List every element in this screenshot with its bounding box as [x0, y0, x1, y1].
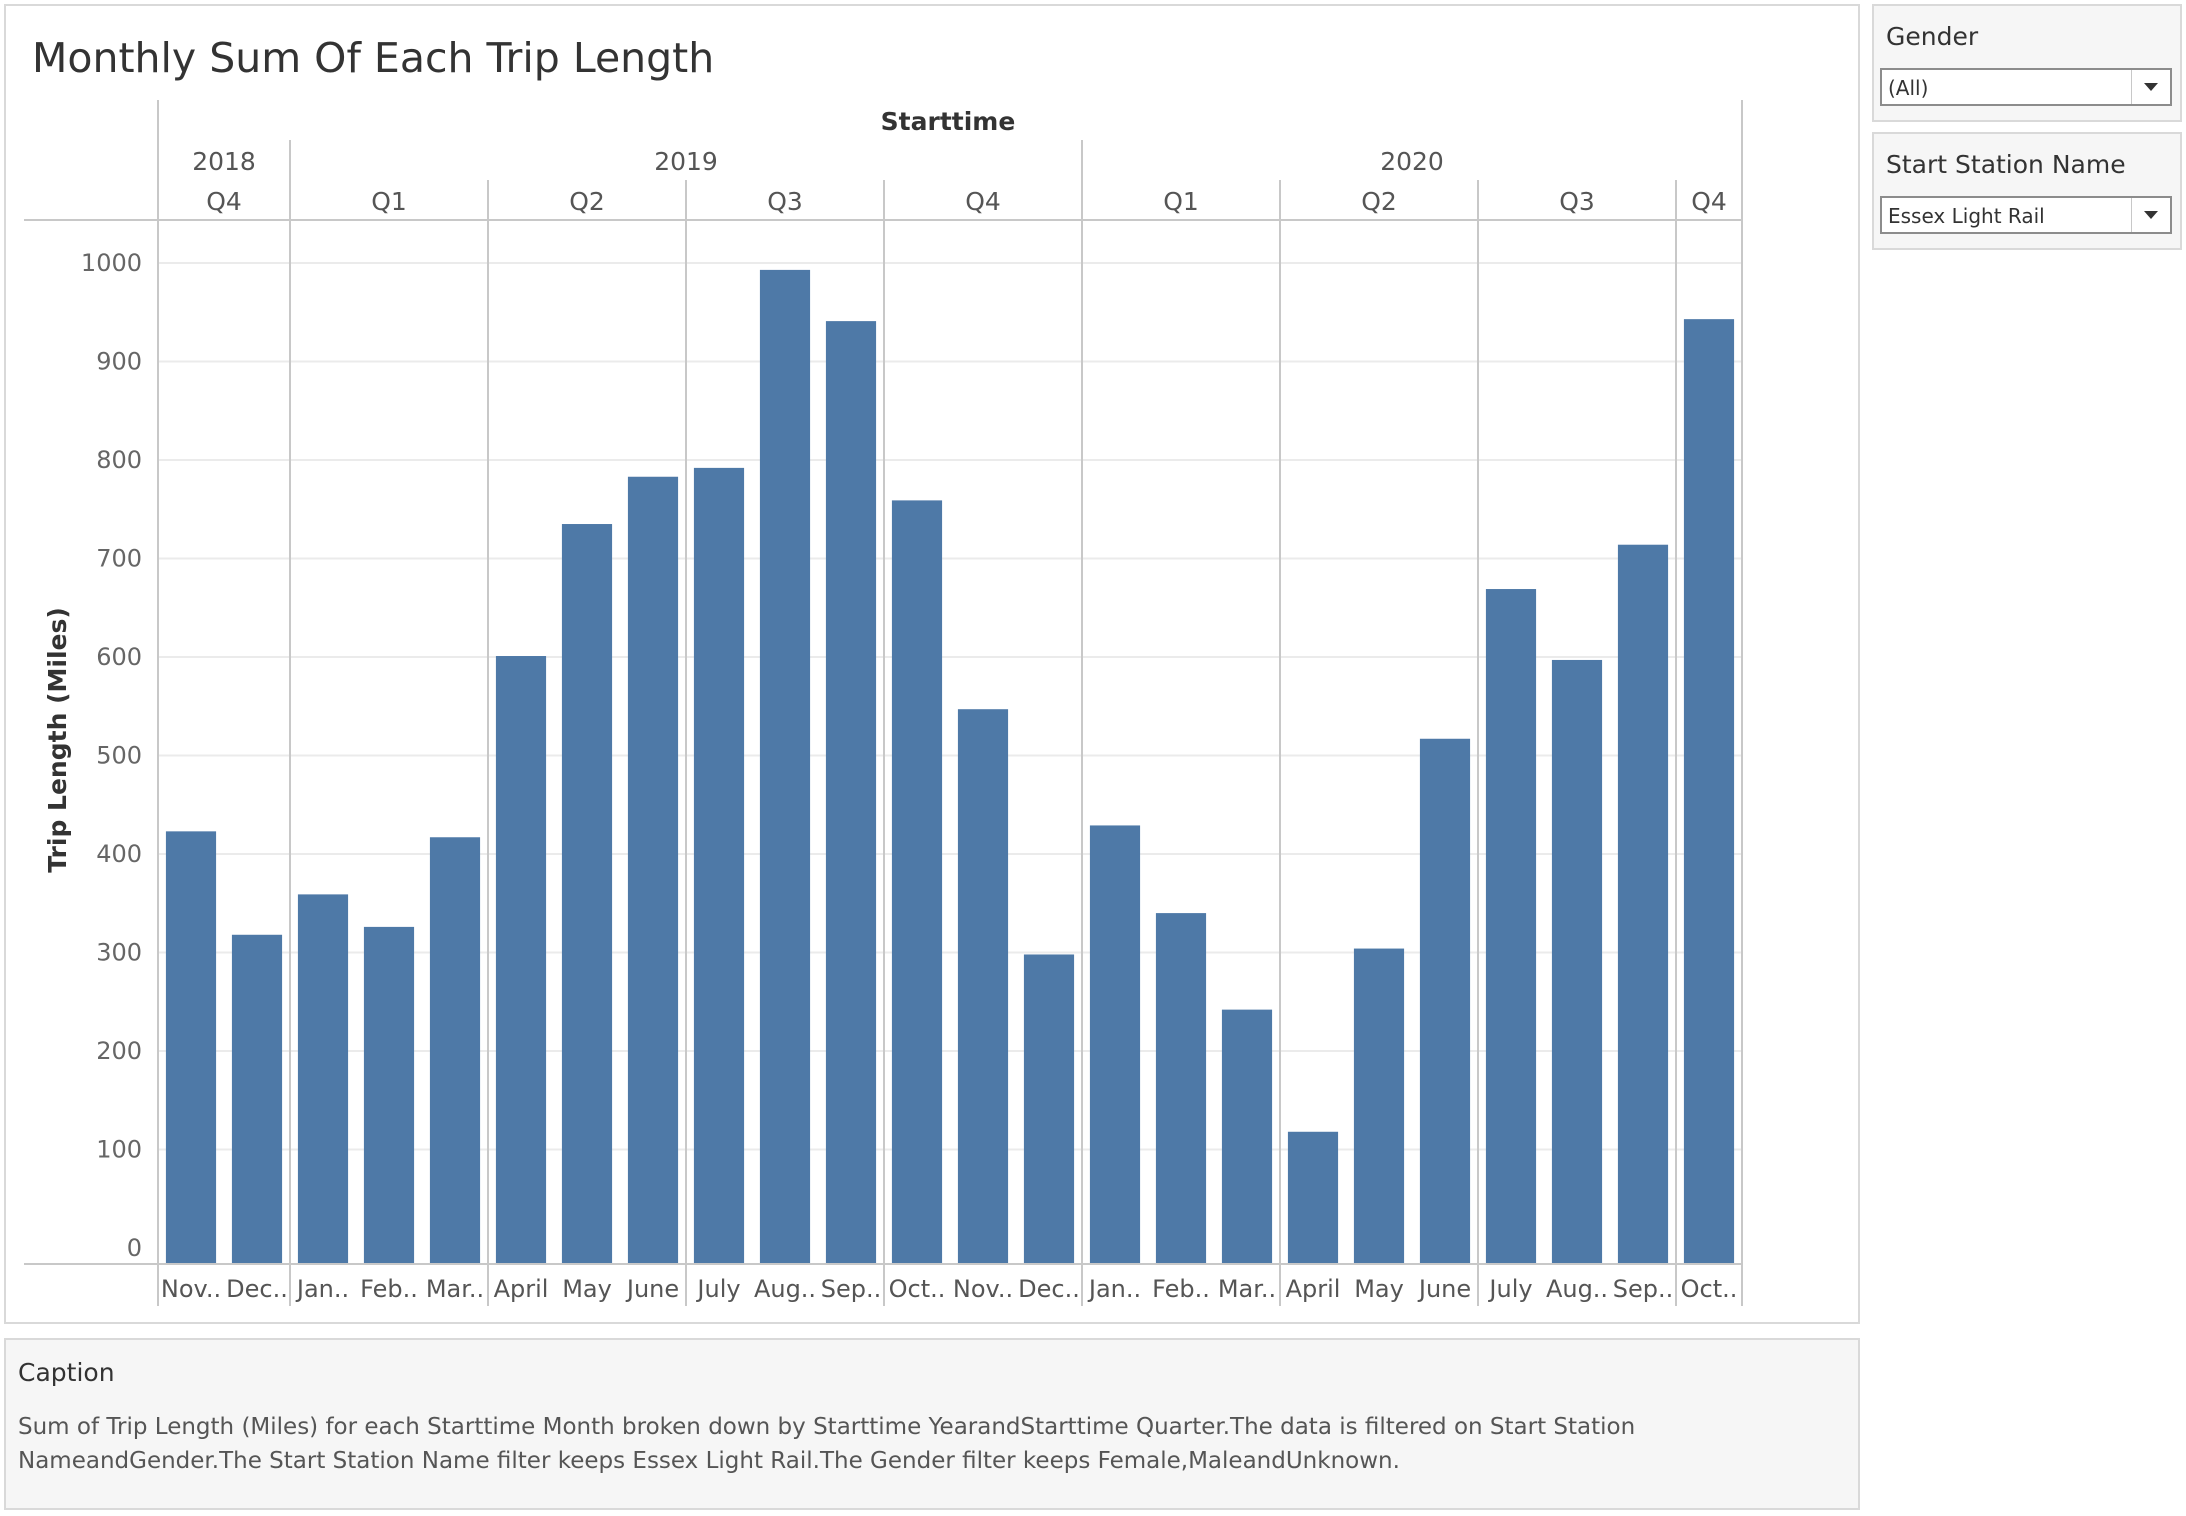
- y-tick-label: 400: [96, 840, 142, 868]
- y-tick-label: 100: [96, 1136, 142, 1164]
- station-filter-title: Start Station Name: [1886, 150, 2126, 179]
- bar: [1485, 589, 1537, 1264]
- gender-filter: Gender (All): [1872, 4, 2182, 122]
- station-dropdown[interactable]: Essex Light Rail: [1880, 196, 2172, 234]
- gender-dropdown[interactable]: (All): [1880, 68, 2172, 106]
- y-tick-label: 500: [96, 742, 142, 770]
- bar: [825, 321, 877, 1264]
- year-label: 2018: [192, 147, 256, 176]
- x-category-label: Nov..: [953, 1275, 1013, 1303]
- x-category-label: Sep..: [821, 1275, 882, 1303]
- x-category-label: June: [1417, 1275, 1471, 1303]
- y-tick-label: 800: [96, 446, 142, 474]
- quarter-label: Q4: [965, 187, 1001, 216]
- x-category-label: Dec..: [1018, 1275, 1080, 1303]
- quarter-label: Q1: [1163, 187, 1199, 216]
- x-category-label: Aug..: [1546, 1275, 1608, 1303]
- x-category-label: Mar..: [1218, 1275, 1276, 1303]
- y-tick-label: 200: [96, 1037, 142, 1065]
- gender-dropdown-value: (All): [1888, 76, 1929, 100]
- y-tick-label: 0: [127, 1234, 142, 1262]
- x-category-label: Nov..: [161, 1275, 221, 1303]
- quarter-label: Q1: [371, 187, 407, 216]
- x-category-label: Mar..: [426, 1275, 484, 1303]
- caption-title: Caption: [18, 1358, 115, 1387]
- x-category-label: Oct..: [889, 1275, 946, 1303]
- bar: [1089, 825, 1141, 1264]
- station-dropdown-value: Essex Light Rail: [1888, 204, 2045, 228]
- quarter-label: Q4: [206, 187, 242, 216]
- quarter-label: Q4: [1691, 187, 1727, 216]
- year-label: 2020: [1380, 147, 1444, 176]
- bar: [1155, 913, 1207, 1264]
- bar: [1551, 659, 1603, 1264]
- quarter-label: Q3: [1559, 187, 1595, 216]
- bar: [627, 476, 679, 1264]
- x-category-label: Jan..: [295, 1275, 349, 1303]
- x-category-label: April: [1286, 1275, 1341, 1303]
- x-category-label: July: [695, 1275, 740, 1303]
- quarter-label: Q3: [767, 187, 803, 216]
- bar: [1683, 319, 1735, 1264]
- quarter-label: Q2: [569, 187, 605, 216]
- bar: [1617, 544, 1669, 1264]
- chart-title: Monthly Sum Of Each Trip Length: [32, 34, 715, 82]
- station-filter: Start Station Name Essex Light Rail: [1872, 132, 2182, 250]
- x-category-label: Aug..: [754, 1275, 816, 1303]
- chevron-down-icon[interactable]: [2131, 198, 2170, 232]
- y-tick-label: 600: [96, 643, 142, 671]
- x-category-label: Feb..: [360, 1275, 418, 1303]
- y-tick-label: 300: [96, 939, 142, 967]
- bar: [495, 656, 547, 1264]
- header-title: Starttime: [881, 107, 1016, 136]
- gender-filter-title: Gender: [1886, 22, 1979, 51]
- x-category-label: Feb..: [1152, 1275, 1210, 1303]
- bar: [1221, 1009, 1273, 1264]
- bar: [363, 926, 415, 1264]
- year-label: 2019: [654, 147, 718, 176]
- x-category-label: Oct..: [1681, 1275, 1738, 1303]
- y-tick-label: 700: [96, 545, 142, 573]
- bar: [297, 894, 349, 1264]
- x-category-label: Sep..: [1613, 1275, 1674, 1303]
- x-category-label: May: [1354, 1275, 1404, 1303]
- y-tick-label: 1000: [81, 249, 142, 277]
- bar: [1287, 1131, 1339, 1264]
- x-category-label: Dec..: [226, 1275, 288, 1303]
- bar: [429, 837, 481, 1264]
- bar: [1419, 738, 1471, 1264]
- quarter-label: Q2: [1361, 187, 1397, 216]
- bar: [759, 269, 811, 1264]
- x-category-label: April: [494, 1275, 549, 1303]
- chevron-down-icon[interactable]: [2131, 70, 2170, 104]
- x-category-label: June: [625, 1275, 679, 1303]
- bar: [165, 831, 217, 1264]
- bar: [1353, 948, 1405, 1264]
- bar: [693, 467, 745, 1264]
- y-axis-label: Trip Length (Miles): [43, 607, 72, 873]
- x-category-label: May: [562, 1275, 612, 1303]
- caption-panel: Caption Sum of Trip Length (Miles) for e…: [4, 1338, 1860, 1510]
- bar: [1023, 954, 1075, 1264]
- bar: [957, 709, 1009, 1264]
- bar: [231, 934, 283, 1264]
- x-category-label: Jan..: [1087, 1275, 1141, 1303]
- bar: [891, 500, 943, 1264]
- y-tick-label: 900: [96, 348, 142, 376]
- caption-text: Sum of Trip Length (Miles) for each Star…: [18, 1414, 1636, 1474]
- bar: [561, 524, 613, 1264]
- x-category-label: July: [1487, 1275, 1532, 1303]
